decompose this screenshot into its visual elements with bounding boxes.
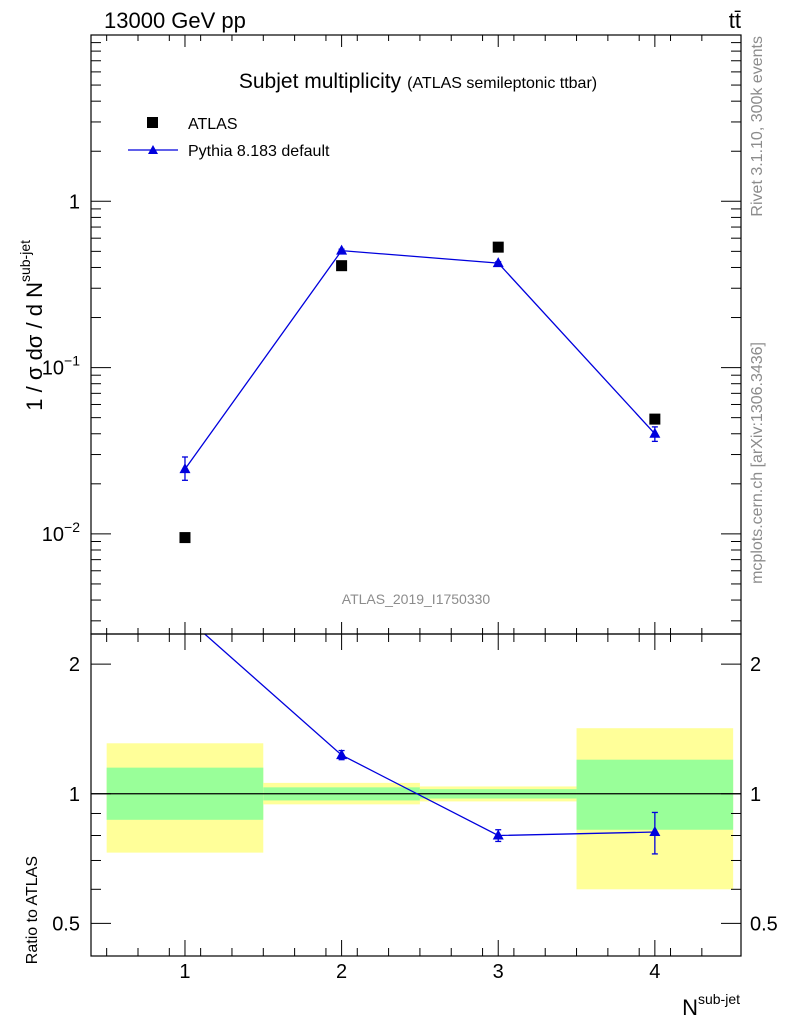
legend: ATLAS Pythia 8.183 default <box>128 116 330 160</box>
ratio-y-tick-label: 0.5 <box>52 913 80 935</box>
atlas-point <box>649 413 661 425</box>
ratio-y-tick-label-right: 1 <box>750 784 761 806</box>
ratio-panel: 0.5 0.5 1 1 2 2 1 2 3 4 Ratio to ATLAS Nsub-jet <box>24 611 778 1020</box>
ratio-axis-ticks <box>91 634 741 956</box>
ratio-y-tick-label-right: 2 <box>750 654 761 676</box>
atlas-point <box>492 241 504 253</box>
ratio-y-tick-label: 2 <box>69 654 80 676</box>
ratio-frame <box>90 633 742 957</box>
ratio-y-tick-label-right: 0.5 <box>750 913 778 935</box>
pythia-point <box>492 257 504 268</box>
atlas-point <box>336 260 348 272</box>
main-y-tick-label: 1 <box>69 191 80 213</box>
ratio-y-tick-labels: 0.5 0.5 1 1 2 2 <box>52 654 778 935</box>
x-tick-label: 4 <box>649 961 660 983</box>
legend-pythia-label: Pythia 8.183 default <box>188 143 330 160</box>
energy-label: 13000 GeV pp <box>104 8 246 33</box>
pythia-point <box>336 244 348 255</box>
ratio-pythia-point <box>649 826 661 837</box>
x-axis-title: Nsub-jet <box>682 991 740 1020</box>
main-y-tick-labels: 10−2 10−1 1 <box>42 191 80 546</box>
main-panel: 10−2 10−1 1 Subjet multiplicity (ATLAS semi… <box>17 34 742 635</box>
analysis-label: ATLAS_2019_I1750330 <box>342 591 491 607</box>
legend-atlas-marker <box>147 117 158 128</box>
process-label: tt̄ <box>729 8 741 33</box>
legend-pythia-marker <box>148 145 158 154</box>
atlas-markers <box>179 241 661 544</box>
ratio-y-tick-label: 1 <box>69 784 80 806</box>
pythia-point <box>179 463 191 474</box>
main-y-tick-label: 10−2 <box>42 519 80 546</box>
pythia-markers <box>179 244 661 474</box>
ratio-pythia-markers <box>179 611 661 840</box>
main-y-tick-label: 10−1 <box>42 353 80 380</box>
ratio-pythia-point <box>179 611 190 621</box>
ratio-pythia-point <box>336 749 348 760</box>
x-tick-label: 3 <box>493 961 504 983</box>
x-tick-label: 1 <box>179 961 190 983</box>
x-tick-label: 2 <box>336 961 347 983</box>
chart-title: Subjet multiplicity (ATLAS semileptonic t… <box>239 70 597 93</box>
x-tick-labels: 1 2 3 4 <box>179 961 660 983</box>
main-axis-ticks <box>91 34 741 634</box>
ratio-pythia-point <box>492 829 504 840</box>
legend-atlas-label: ATLAS <box>188 116 238 133</box>
source-label: mcplots.cern.ch [arXiv:1306.3436] <box>749 342 766 584</box>
pythia-line <box>184 249 656 470</box>
uncertainty-bands <box>106 728 734 890</box>
rivet-label: Rivet 3.1.10, 300k events <box>749 36 766 217</box>
pythia-error-bars <box>181 248 658 481</box>
pythia-point <box>649 427 661 438</box>
ratio-y-axis-title: Ratio to ATLAS <box>24 856 41 964</box>
atlas-point <box>179 532 191 544</box>
main-y-axis-title: 1 / σ dσ / d Nsub-jet <box>17 240 47 411</box>
ratio-pythia-line <box>203 634 655 837</box>
